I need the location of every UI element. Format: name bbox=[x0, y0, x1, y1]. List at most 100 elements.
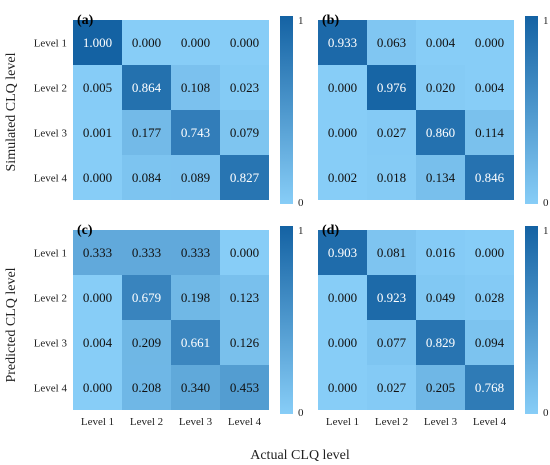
cell-value-label: 0.000 bbox=[83, 290, 112, 305]
heatmap-cell bbox=[367, 320, 416, 365]
cell-value-label: 0.134 bbox=[426, 170, 456, 185]
cell-value-label: 0.208 bbox=[132, 380, 161, 395]
heatmap-cell bbox=[465, 275, 514, 320]
col-tick-label: Level 1 bbox=[326, 416, 359, 428]
heatmap-cell bbox=[122, 65, 171, 110]
heatmap-cell bbox=[416, 65, 465, 110]
heatmap-panels: 1.000 0.000 0.000 0.000 0.005 0.864 0.108 0.023… bbox=[34, 13, 549, 428]
colorbar bbox=[525, 226, 538, 414]
cell-value-label: 0.205 bbox=[426, 380, 455, 395]
heatmap-cell bbox=[318, 20, 367, 65]
cell-value-label: 0.829 bbox=[426, 335, 455, 350]
row-tick-label: Level 1 bbox=[34, 248, 67, 260]
heatmap-cell bbox=[367, 110, 416, 155]
cell-value-label: 0.903 bbox=[328, 245, 357, 260]
cell-value-label: 0.679 bbox=[132, 290, 161, 305]
col-tick-label: Level 4 bbox=[473, 416, 507, 428]
panel-label: (b) bbox=[322, 13, 339, 28]
cell-value-label: 0.333 bbox=[83, 245, 112, 260]
cell-value-label: 1.000 bbox=[83, 35, 112, 50]
heatmap-cell bbox=[122, 110, 171, 155]
heatmap-cell bbox=[171, 65, 220, 110]
cell-value-label: 0.000 bbox=[328, 380, 357, 395]
colorbar bbox=[525, 16, 538, 204]
colorbar-min-label: 0 bbox=[543, 197, 549, 209]
cell-value-label: 0.077 bbox=[377, 335, 407, 350]
cell-value-label: 0.004 bbox=[426, 35, 456, 50]
heatmap-cell bbox=[416, 275, 465, 320]
heatmap-cell bbox=[416, 155, 465, 200]
col-tick-label: Level 2 bbox=[130, 416, 163, 428]
heatmap-cell bbox=[318, 155, 367, 200]
heatmap-cell bbox=[73, 65, 122, 110]
panel-d: 0.903 0.081 0.016 0.000 0.000 0.923 0.049 0.028… bbox=[318, 223, 549, 428]
row-tick-label: Level 2 bbox=[34, 293, 67, 305]
heatmap-cell bbox=[318, 65, 367, 110]
heatmap-cell bbox=[465, 155, 514, 200]
panel-label: (a) bbox=[77, 13, 94, 28]
cell-value-label: 0.333 bbox=[181, 245, 210, 260]
cell-value-label: 0.333 bbox=[132, 245, 161, 260]
row-tick-label: Level 3 bbox=[34, 128, 68, 140]
heatmap-cell bbox=[416, 20, 465, 65]
heatmap-cell bbox=[171, 320, 220, 365]
cell-value-label: 0.001 bbox=[83, 125, 112, 140]
row-tick-label: Level 2 bbox=[34, 83, 67, 95]
cell-value-label: 0.000 bbox=[328, 125, 357, 140]
cell-value-label: 0.020 bbox=[426, 80, 455, 95]
colorbar-max-label: 1 bbox=[543, 225, 549, 237]
cell-value-label: 0.094 bbox=[475, 335, 505, 350]
col-tick-label: Level 1 bbox=[81, 416, 114, 428]
cell-value-label: 0.453 bbox=[230, 380, 259, 395]
cell-value-label: 0.860 bbox=[426, 125, 455, 140]
cell-value-label: 0.933 bbox=[328, 35, 357, 50]
row-tick-label: Level 4 bbox=[34, 383, 68, 395]
heatmap-cell bbox=[122, 320, 171, 365]
cell-value-label: 0.000 bbox=[230, 245, 259, 260]
col-tick-label: Level 3 bbox=[424, 416, 458, 428]
panel-a: 1.000 0.000 0.000 0.000 0.005 0.864 0.108 0.023… bbox=[34, 13, 304, 209]
cell-value-label: 0.000 bbox=[83, 380, 112, 395]
heatmap-cell bbox=[416, 230, 465, 275]
colorbar-max-label: 1 bbox=[298, 15, 304, 27]
heatmap-cell bbox=[122, 230, 171, 275]
heatmap-cell bbox=[171, 20, 220, 65]
heatmap-cell bbox=[122, 20, 171, 65]
cell-value-label: 0.340 bbox=[181, 380, 210, 395]
heatmap-cell bbox=[416, 320, 465, 365]
col-tick-label: Level 2 bbox=[375, 416, 408, 428]
cell-value-label: 0.827 bbox=[230, 170, 260, 185]
cell-value-label: 0.126 bbox=[230, 335, 260, 350]
heatmap-cell bbox=[465, 65, 514, 110]
heatmap-cell bbox=[171, 110, 220, 155]
heatmap-cell bbox=[465, 365, 514, 410]
heatmap-cell bbox=[73, 20, 122, 65]
panel-label: (c) bbox=[77, 223, 93, 238]
colorbar-min-label: 0 bbox=[298, 407, 304, 419]
heatmap-cell bbox=[220, 110, 269, 155]
cell-value-label: 0.864 bbox=[132, 80, 162, 95]
cell-value-label: 0.016 bbox=[426, 245, 456, 260]
cell-value-label: 0.079 bbox=[230, 125, 259, 140]
heatmap-cell bbox=[73, 275, 122, 320]
cell-value-label: 0.177 bbox=[132, 125, 162, 140]
cell-value-label: 0.846 bbox=[475, 170, 505, 185]
heatmap-cell bbox=[220, 155, 269, 200]
cell-value-label: 0.028 bbox=[475, 290, 504, 305]
heatmap-cell bbox=[220, 365, 269, 410]
row-tick-label: Level 4 bbox=[34, 173, 68, 185]
heatmap-cell bbox=[465, 230, 514, 275]
cell-value-label: 0.018 bbox=[377, 170, 406, 185]
cell-value-label: 0.108 bbox=[181, 80, 210, 95]
heatmap-cell bbox=[318, 320, 367, 365]
cell-value-label: 0.089 bbox=[181, 170, 210, 185]
y-axis-title-predicted: Predicted CLQ level bbox=[4, 267, 19, 382]
heatmap-cell bbox=[73, 230, 122, 275]
heatmap-cell bbox=[416, 110, 465, 155]
heatmap-cell bbox=[367, 65, 416, 110]
heatmap-cell bbox=[367, 155, 416, 200]
cell-value-label: 0.198 bbox=[181, 290, 210, 305]
heatmap-cell bbox=[171, 365, 220, 410]
cell-value-label: 0.027 bbox=[377, 125, 407, 140]
heatmap-cell bbox=[318, 230, 367, 275]
